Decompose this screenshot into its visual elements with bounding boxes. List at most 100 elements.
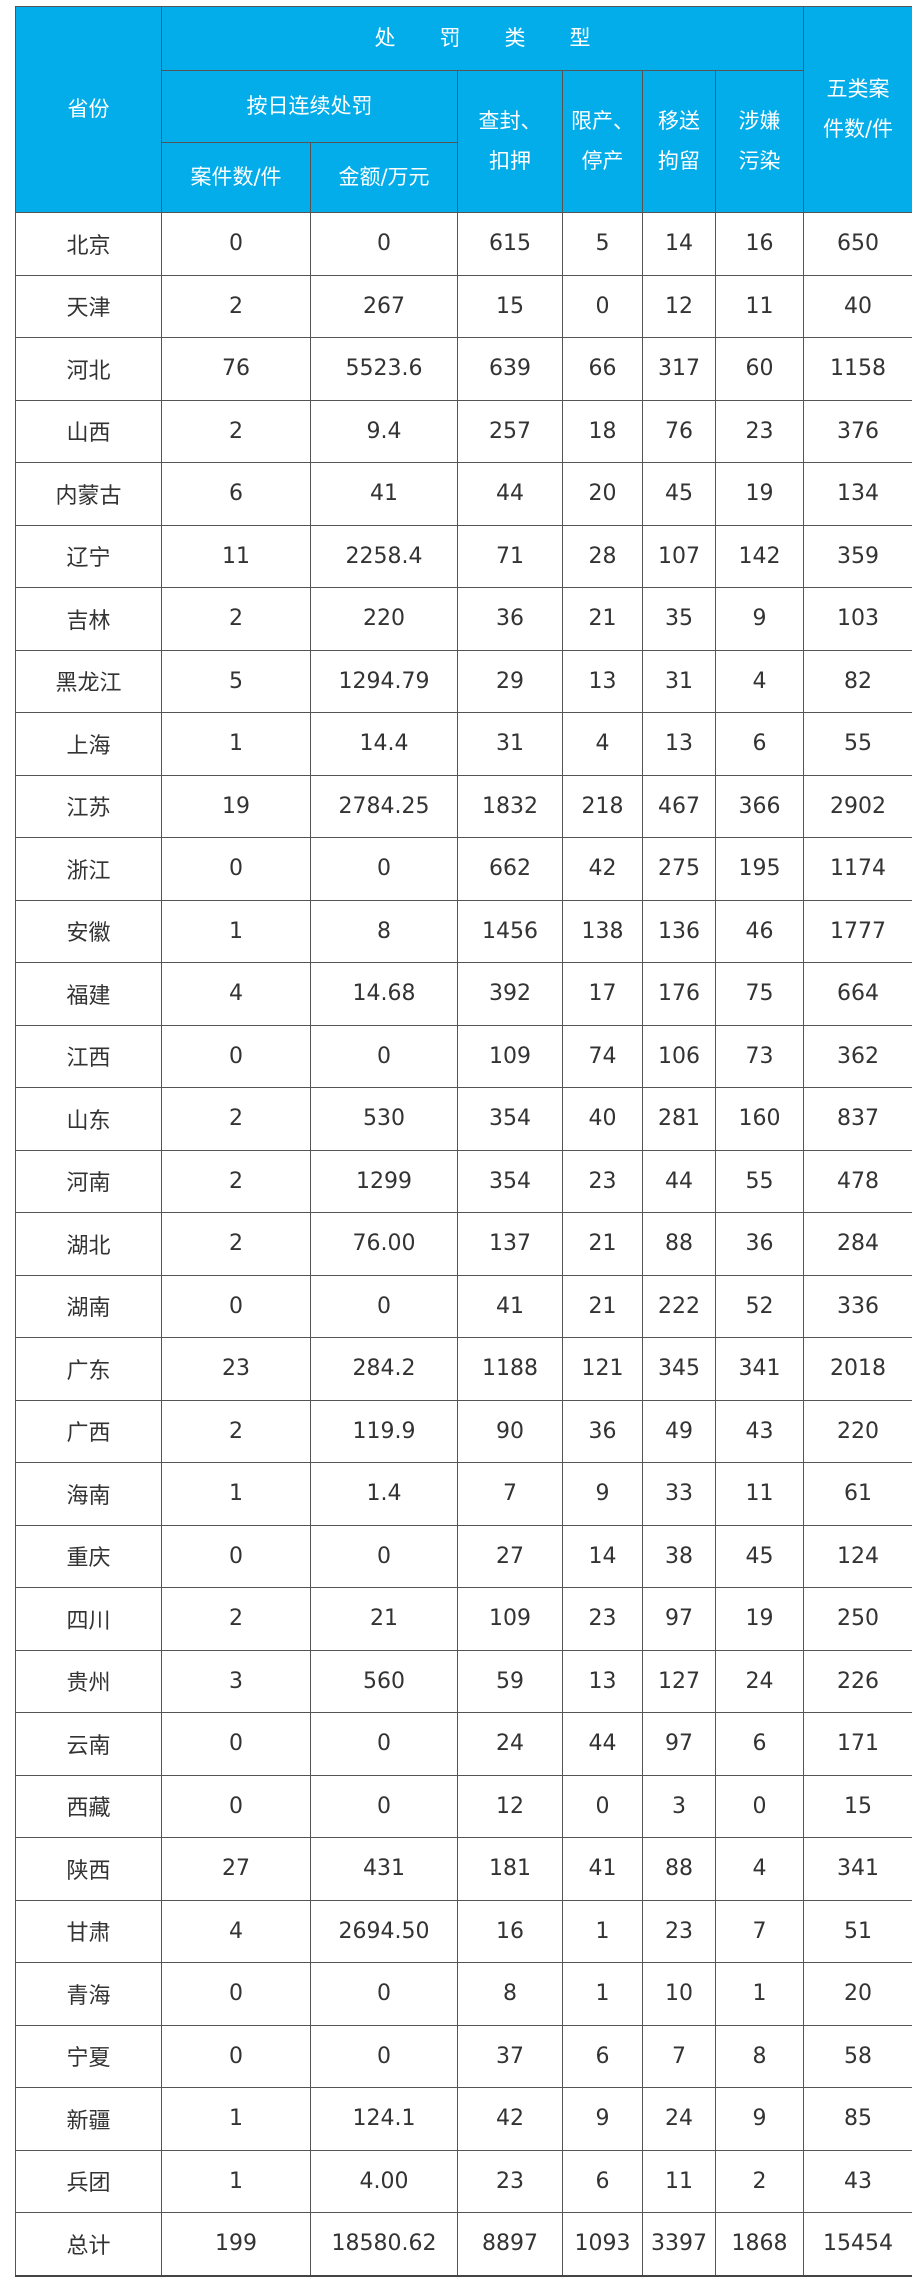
value-cell: 7	[457, 1462, 563, 1526]
value-cell: 35	[642, 587, 716, 651]
value-cell: 1	[161, 712, 311, 776]
value-cell: 2784.25	[310, 774, 458, 838]
value-cell: 14.68	[310, 962, 458, 1026]
value-cell: 250	[803, 1587, 912, 1651]
value-cell: 3	[642, 1774, 716, 1838]
value-cell: 7	[714, 1899, 805, 1963]
value-cell: 615	[457, 212, 563, 276]
value-cell: 171	[803, 1712, 912, 1776]
value-cell: 45	[714, 1524, 805, 1588]
value-cell: 281	[642, 1087, 716, 1151]
value-cell: 8	[714, 2024, 805, 2088]
province-cell: 山西	[15, 399, 162, 463]
table-row: 河北 76 5523.6 639 66 317 60 1158	[15, 337, 912, 401]
value-cell: 1777	[803, 899, 912, 963]
value-cell: 124	[803, 1524, 912, 1588]
province-cell: 上海	[15, 712, 162, 776]
value-cell: 23	[457, 2149, 563, 2213]
value-cell: 38	[642, 1524, 716, 1588]
value-cell: 560	[310, 1649, 458, 1713]
value-cell: 21	[310, 1587, 458, 1651]
value-cell: 29	[457, 649, 563, 713]
value-cell: 74	[562, 1024, 643, 1088]
province-cell: 天津	[15, 274, 162, 338]
value-cell: 23	[714, 399, 805, 463]
value-cell: 17	[562, 962, 643, 1026]
value-cell: 40	[562, 1087, 643, 1151]
value-cell: 664	[803, 962, 912, 1026]
value-cell: 3	[161, 1649, 311, 1713]
value-cell: 82	[803, 649, 912, 713]
value-cell: 2694.50	[310, 1899, 458, 1963]
header-seal-seize: 查封、 扣押	[457, 70, 563, 213]
value-cell: 0	[310, 1962, 458, 2026]
province-cell: 陕西	[15, 1837, 162, 1901]
value-cell: 195	[714, 837, 805, 901]
value-cell: 19	[714, 1587, 805, 1651]
value-cell: 0	[714, 1774, 805, 1838]
value-cell: 359	[803, 524, 912, 588]
value-cell: 15	[803, 1774, 912, 1838]
value-cell: 71	[457, 524, 563, 588]
value-cell: 51	[803, 1899, 912, 1963]
value-cell: 1174	[803, 837, 912, 901]
table-row: 重庆 0 0 27 14 38 45 124	[15, 1524, 912, 1588]
value-cell: 88	[642, 1837, 716, 1901]
value-cell: 4	[161, 1899, 311, 1963]
value-cell: 1	[161, 1462, 311, 1526]
value-cell: 226	[803, 1649, 912, 1713]
value-cell: 31	[457, 712, 563, 776]
value-cell: 11	[714, 274, 805, 338]
value-cell: 14	[642, 212, 716, 276]
value-cell: 0	[161, 1712, 311, 1776]
table-row: 浙江 0 0 662 42 275 195 1174	[15, 837, 912, 901]
value-cell: 55	[714, 1149, 805, 1213]
value-cell: 136	[642, 899, 716, 963]
value-cell: 2	[161, 1212, 311, 1276]
value-cell: 0	[310, 212, 458, 276]
value-cell: 6	[562, 2149, 643, 2213]
value-cell: 85	[803, 2087, 912, 2151]
value-cell: 49	[642, 1399, 716, 1463]
value-cell: 5	[161, 649, 311, 713]
value-cell: 0	[310, 1712, 458, 1776]
value-cell: 6	[714, 1712, 805, 1776]
value-cell: 37	[457, 2024, 563, 2088]
table-row: 广东 23 284.2 1188 121 345 341 2018	[15, 1337, 912, 1401]
value-cell: 366	[714, 774, 805, 838]
value-cell: 42	[562, 837, 643, 901]
value-cell: 345	[642, 1337, 716, 1401]
value-cell: 109	[457, 1024, 563, 1088]
value-cell: 103	[803, 587, 912, 651]
header-daily-penalty: 按日连续处罚	[161, 70, 458, 143]
value-cell: 2	[161, 1587, 311, 1651]
value-cell: 0	[161, 1962, 311, 2026]
value-cell: 478	[803, 1149, 912, 1213]
value-cell: 0	[310, 2024, 458, 2088]
province-cell: 江西	[15, 1024, 162, 1088]
province-cell: 辽宁	[15, 524, 162, 588]
value-cell: 90	[457, 1399, 563, 1463]
table-row: 山东 2 530 354 40 281 160 837	[15, 1087, 912, 1151]
value-cell: 20	[803, 1962, 912, 2026]
value-cell: 45	[642, 462, 716, 526]
province-cell: 福建	[15, 962, 162, 1026]
province-cell: 安徽	[15, 899, 162, 963]
table-row: 新疆 1 124.1 42 9 24 9 85	[15, 2087, 912, 2151]
province-cell: 湖北	[15, 1212, 162, 1276]
value-cell: 44	[457, 462, 563, 526]
value-cell: 134	[803, 462, 912, 526]
province-cell: 吉林	[15, 587, 162, 651]
value-cell: 27	[161, 1837, 311, 1901]
province-cell: 甘肃	[15, 1899, 162, 1963]
value-cell: 0	[562, 1774, 643, 1838]
value-cell: 21	[562, 1212, 643, 1276]
table-row: 陕西 27 431 181 41 88 4 341	[15, 1837, 912, 1901]
value-cell: 13	[562, 649, 643, 713]
total-row: 总计 199 18580.62 8897 1093 3397 1868 15454	[15, 2212, 912, 2277]
value-cell: 28	[562, 524, 643, 588]
value-cell: 160	[714, 1087, 805, 1151]
value-cell: 275	[642, 837, 716, 901]
value-cell: 12	[457, 1774, 563, 1838]
value-cell: 121	[562, 1337, 643, 1401]
